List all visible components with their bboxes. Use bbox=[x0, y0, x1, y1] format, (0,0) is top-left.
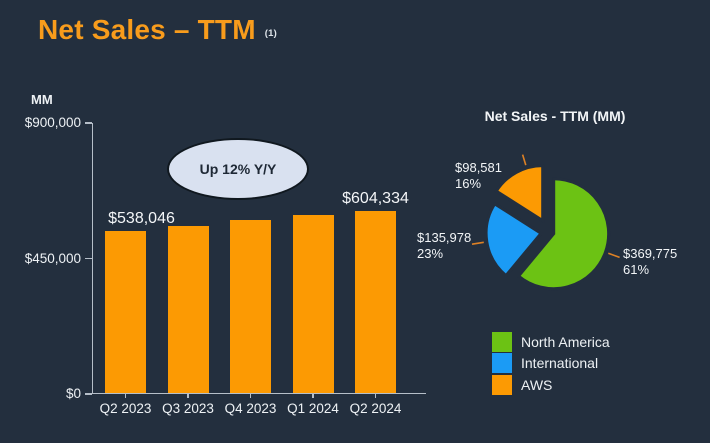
page-title: Net Sales – TTM (1) bbox=[38, 14, 277, 46]
pie-label-international: $135,978 23% bbox=[417, 230, 471, 262]
growth-callout-ellipse: Up 12% Y/Y bbox=[167, 138, 309, 200]
pie-label-north-america-value: $369,775 bbox=[623, 246, 678, 261]
pie-label-north-america-percent: 61% bbox=[623, 262, 650, 277]
bar-q2-2023 bbox=[105, 231, 146, 393]
y-axis-tick bbox=[85, 122, 92, 124]
x-axis-tick bbox=[312, 393, 314, 398]
legend-row-north-america: North America bbox=[492, 331, 610, 353]
x-axis-tick-label: Q4 2023 bbox=[224, 401, 277, 416]
y-axis-tick-label: $0 bbox=[65, 386, 81, 401]
pie-slice-north-america bbox=[516, 177, 611, 291]
title-footnote-superscript: (1) bbox=[264, 28, 277, 39]
x-axis-tick bbox=[187, 393, 189, 398]
growth-callout-text: Up 12% Y/Y bbox=[199, 161, 277, 177]
x-axis-tick bbox=[374, 393, 377, 398]
y-axis-tick-label: $450,000 bbox=[24, 250, 81, 266]
x-axis-tick-label: Q2 2023 bbox=[99, 401, 152, 416]
x-axis-tick bbox=[249, 393, 252, 398]
pie-legend: North America International AWS bbox=[492, 331, 610, 396]
y-axis-tick-label: $900,000 bbox=[24, 115, 81, 130]
y-axis-tick bbox=[85, 257, 92, 260]
pie-slice-international bbox=[484, 201, 544, 278]
legend-swatch-icon bbox=[492, 374, 512, 395]
x-axis-tick bbox=[124, 393, 127, 398]
legend-swatch-icon bbox=[492, 353, 512, 374]
pie-slice-aws bbox=[494, 164, 545, 224]
y-axis-unit-label: MM bbox=[31, 92, 53, 107]
bar-q1-2024 bbox=[292, 214, 334, 393]
bar-q3-2023 bbox=[167, 225, 209, 393]
legend-row-aws: AWS bbox=[492, 374, 610, 396]
y-axis-tick bbox=[85, 393, 92, 395]
legend-row-international: International bbox=[492, 353, 610, 375]
pie-label-international-percent: 23% bbox=[417, 246, 444, 261]
pie-label-international-value: $135,978 bbox=[417, 230, 472, 245]
bar-value-label: $538,046 bbox=[108, 209, 175, 227]
pie-label-aws-value: $98,581 bbox=[455, 160, 502, 175]
pie-label-aws: $98,581 16% bbox=[455, 160, 502, 192]
pie-leader-line bbox=[471, 241, 484, 245]
page-title-text: Net Sales – TTM bbox=[38, 14, 256, 45]
pie-leader-line bbox=[608, 252, 620, 259]
bar-value-label: $604,334 bbox=[342, 190, 409, 208]
pie-chart-title: Net Sales - TTM (MM) bbox=[484, 108, 626, 124]
bar-chart-plot: $900,000 $450,000 $0 Q2 2023 $538,046 Q3 2023… bbox=[25, 115, 426, 416]
legend-label: AWS bbox=[521, 376, 553, 393]
pie-leader-line bbox=[521, 154, 527, 166]
legend-label: North America bbox=[521, 333, 610, 350]
bar-q2-2024 bbox=[355, 211, 396, 393]
legend-swatch-icon bbox=[492, 331, 512, 352]
pie-label-north-america: $369,775 61% bbox=[623, 246, 677, 278]
x-axis-tick-label: Q1 2024 bbox=[287, 401, 339, 416]
x-axis-tick-label: Q2 2024 bbox=[349, 401, 402, 416]
pie-label-aws-percent: 16% bbox=[455, 176, 482, 191]
pie-chart bbox=[471, 154, 620, 291]
legend-label: International bbox=[521, 355, 599, 372]
bar-q4-2023 bbox=[230, 220, 271, 393]
x-axis-tick-label: Q3 2023 bbox=[162, 401, 214, 416]
